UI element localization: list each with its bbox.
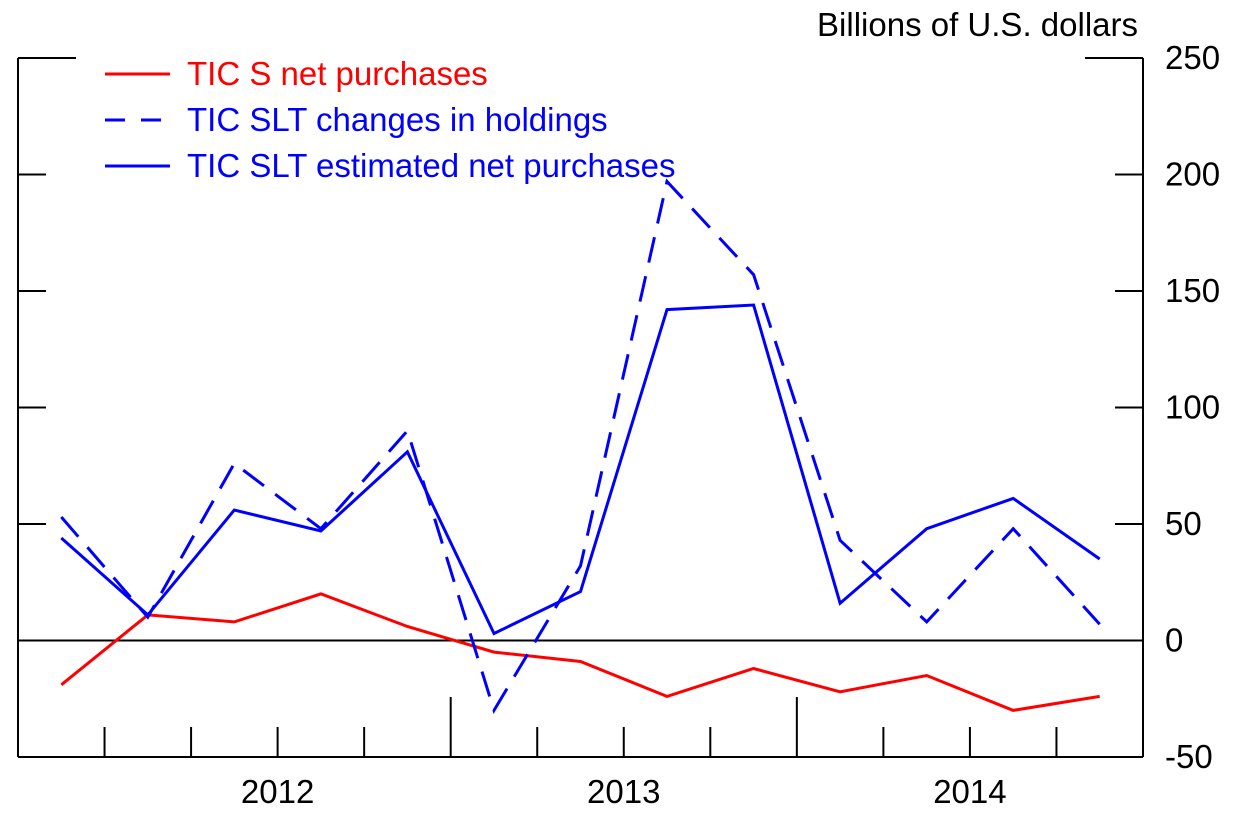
y-tick-label: 0 [1165,622,1183,659]
legend: TIC S net purchases TIC SLT changes in ho… [105,55,676,184]
series-line-1 [60,592,1100,712]
legend-label-3: TIC SLT estimated net purchases [187,147,676,184]
y-tick-label: 100 [1165,389,1220,426]
series-line-2 [60,178,1101,715]
axis-ticks [18,173,1143,757]
tick-labels: -50 0 50 100 150 200 250 2012 2013 2014 [241,39,1220,810]
x-tick-label: 2014 [933,773,1006,810]
series-layer [60,178,1101,715]
y-tick-label: 250 [1165,39,1220,76]
y-tick-label: 50 [1165,505,1202,542]
unit-label: Billions of U.S. dollars [817,6,1138,43]
x-tick-label: 2013 [587,773,660,810]
series-line-3 [60,303,1101,636]
y-tick-label: 150 [1165,272,1220,309]
legend-label-2: TIC SLT changes in holdings [187,101,608,138]
y-tick-label: 200 [1165,156,1220,193]
y-tick-label: -50 [1165,738,1213,775]
x-tick-label: 2012 [241,773,314,810]
legend-label-1: TIC S net purchases [187,55,488,92]
